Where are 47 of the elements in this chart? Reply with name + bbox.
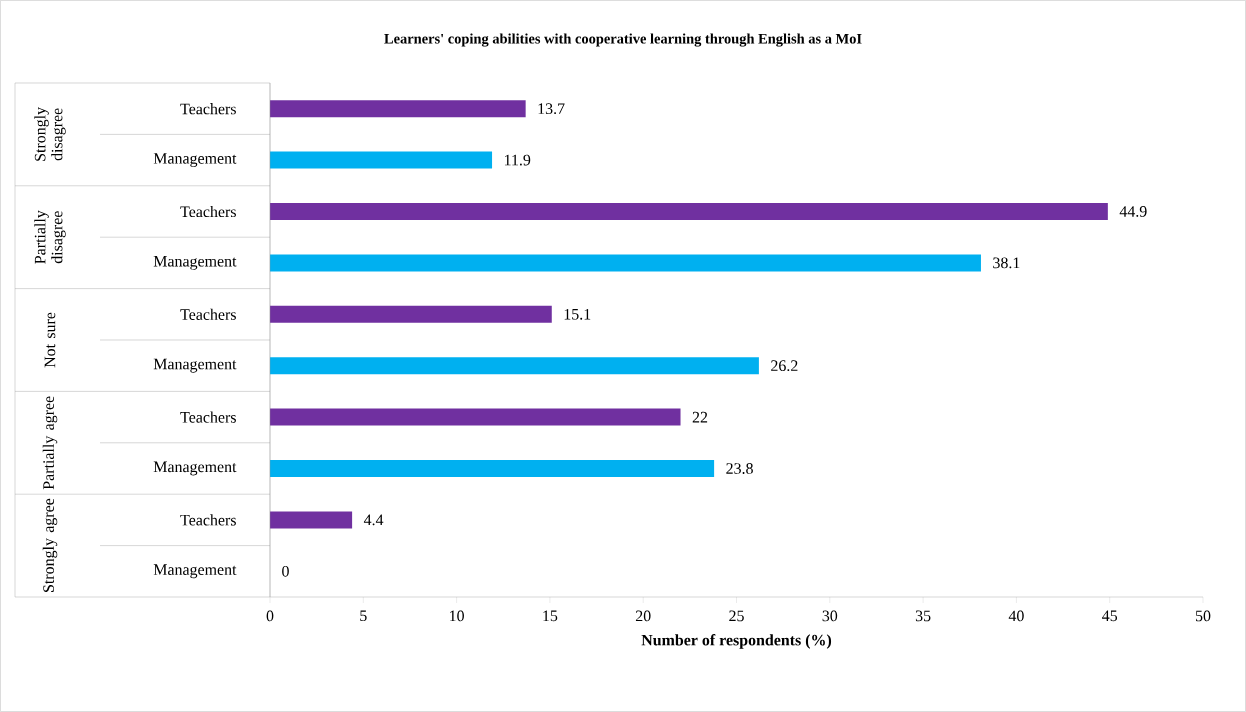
y-tick-label: Teachers [180,103,236,115]
y-tick-label: Management [153,358,237,373]
bar [270,100,526,118]
x-tick-label: 15 [543,610,558,622]
bar [270,511,353,529]
x-tick-label: 0 [266,610,274,622]
text: Strongly disagree [34,107,66,161]
y-tick-label: Management [153,564,237,579]
data-label: 11.9 [504,154,531,166]
bar [270,254,981,272]
x-tick-label: 25 [729,610,744,622]
data-label: 15.1 [564,308,591,320]
y-tick-label: Teachers [180,308,236,320]
x-tick-label: 5 [360,610,367,622]
text: Strongly agree [42,498,58,592]
y-tick-label: Teachers [180,514,236,526]
data-label: 44.9 [1119,206,1147,217]
data-label: 0 [282,565,289,577]
x-tick-label: 45 [1102,610,1118,622]
x-tick-label: 10 [450,610,464,622]
text: Not sure [44,312,56,368]
text: Partially agree [42,396,58,490]
x-tick-label: 50 [1195,610,1211,622]
text: Partially disagree [34,210,66,264]
y-tick-label: Management [153,153,237,168]
bar [270,460,715,477]
data-label: 38.1 [993,257,1020,269]
chart-title: Learners' coping abilities with cooperative learning through English as a MoI [384,33,862,47]
bar [270,408,681,426]
y-tick-label: Teachers [180,411,236,423]
data-label: 26.2 [771,360,798,372]
x-tick-label: 35 [915,610,931,622]
x-tick-label: 40 [1008,610,1024,622]
data-label: 23.8 [726,463,753,474]
bar [270,305,552,323]
x-tick-label: 30 [822,610,838,622]
bar [270,357,759,375]
y-tick-label: Management [153,255,237,270]
y-tick-label: Teachers [180,205,236,218]
data-label: 13.7 [538,103,565,115]
x-tick-label: 20 [635,610,651,622]
x-axis-title: Number of respondents (%) [641,634,832,649]
data-label: 22 [692,411,708,423]
bar [270,151,493,169]
y-tick-label: Management [153,461,237,476]
bar [270,203,1108,220]
data-label: 4.4 [363,514,384,526]
